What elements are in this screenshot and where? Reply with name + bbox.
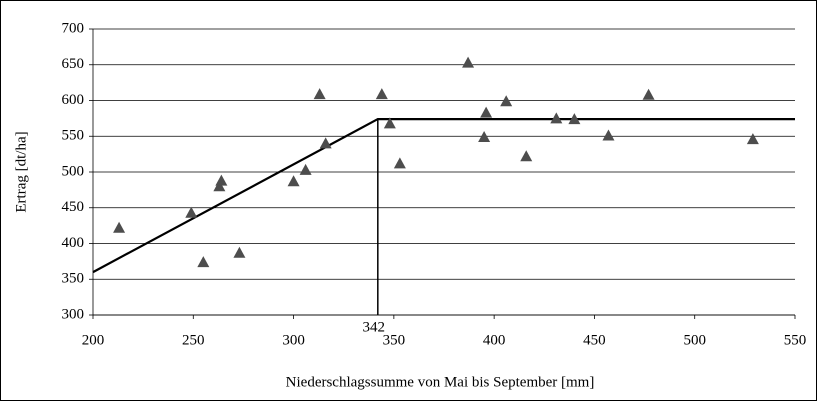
point <box>550 112 563 124</box>
x-tick-label: 500 <box>683 332 706 348</box>
point <box>602 129 615 141</box>
y-axis-title: Ertrag [dt/ha] <box>13 131 29 212</box>
point <box>393 157 406 169</box>
x-tick-label: 550 <box>784 332 807 348</box>
point <box>568 113 581 125</box>
point <box>213 180 226 192</box>
y-tick-label: 550 <box>62 128 85 144</box>
y-tick-label: 700 <box>62 20 85 36</box>
y-tick-label: 350 <box>62 271 85 287</box>
point <box>185 206 198 218</box>
y-tick-label: 450 <box>62 199 85 215</box>
point <box>375 88 388 100</box>
point <box>299 163 312 175</box>
point <box>500 95 513 107</box>
y-tick-label: 400 <box>62 235 85 251</box>
y-tick-label: 650 <box>62 56 85 72</box>
point <box>197 256 210 268</box>
y-tick-label: 500 <box>62 163 85 179</box>
point <box>480 106 493 118</box>
point <box>215 174 228 186</box>
point <box>478 130 491 142</box>
point <box>383 117 396 129</box>
x-tick-label: 250 <box>182 332 205 348</box>
x-tick-label: 300 <box>282 332 305 348</box>
point <box>233 246 246 258</box>
x-tick-label: 350 <box>383 332 406 348</box>
point <box>319 137 332 149</box>
x-tick-label: 200 <box>82 332 105 348</box>
x-tick-label: 450 <box>583 332 606 348</box>
y-tick-label: 600 <box>62 92 85 108</box>
point <box>520 150 533 162</box>
point <box>313 88 326 100</box>
point <box>642 88 655 100</box>
point <box>462 56 475 68</box>
point <box>287 175 300 187</box>
y-tick-label: 300 <box>62 306 85 322</box>
x-tick-label: 400 <box>483 332 506 348</box>
breakpoint-label: 342 <box>363 319 386 335</box>
x-axis-title: Niederschlagssumme von Mai bis September… <box>286 374 595 390</box>
point <box>746 133 759 145</box>
point <box>113 221 126 233</box>
